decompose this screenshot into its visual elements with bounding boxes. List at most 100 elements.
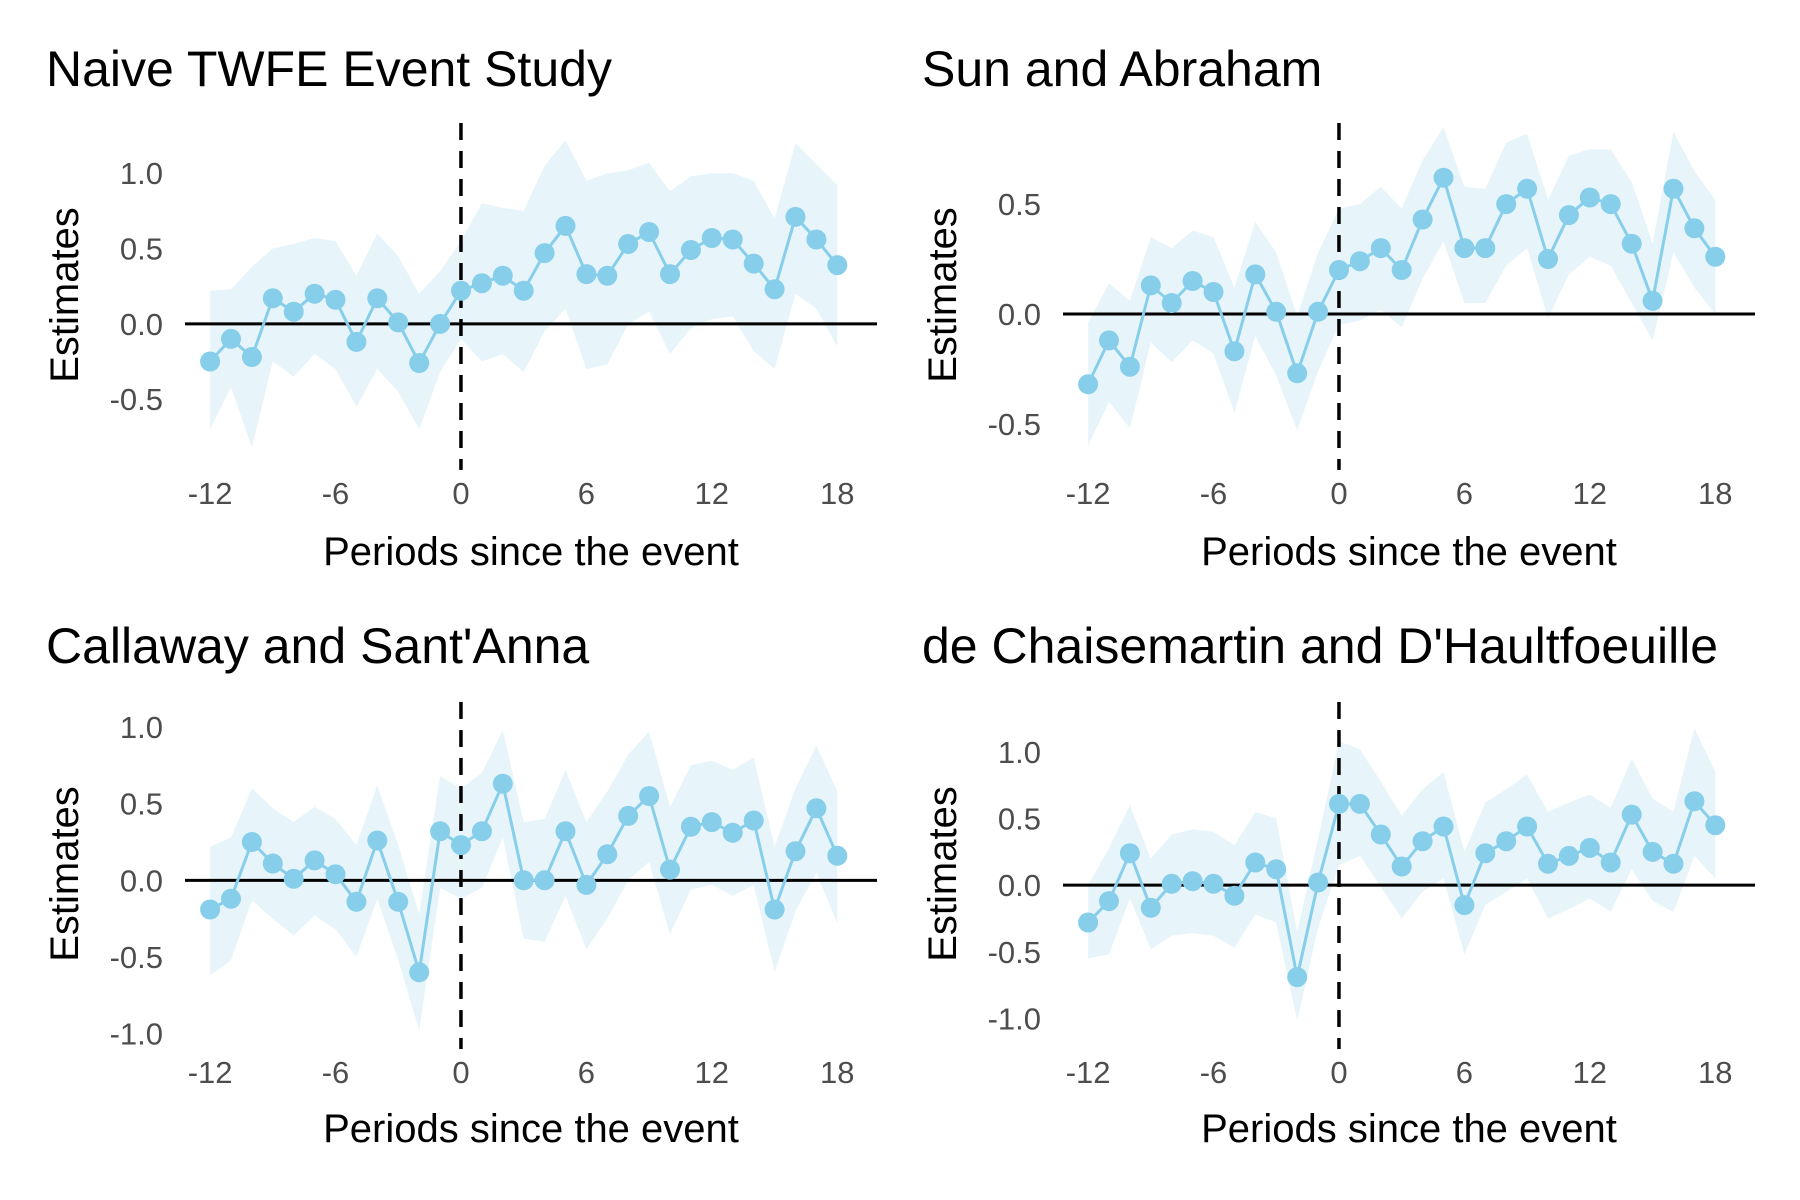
estimate-point	[534, 243, 555, 264]
estimate-point	[1391, 856, 1412, 877]
x-tick-label: 18	[820, 476, 854, 511]
x-tick-label: -12	[188, 1055, 233, 1090]
estimate-point	[513, 280, 534, 301]
estimate-point	[680, 240, 701, 260]
y-tick-label: 1.0	[120, 710, 163, 745]
plot-area: -12 -6 0 6 12 18 -1.0 -0.5 0.0 0.5 1.0	[110, 702, 877, 1090]
estimate-point	[1161, 293, 1182, 313]
estimate-point	[388, 891, 409, 912]
y-tick-label: 0.5	[120, 232, 163, 267]
estimate-point	[513, 870, 534, 891]
estimate-point	[200, 351, 221, 372]
estimate-point	[1119, 356, 1140, 377]
estimate-point	[1224, 341, 1245, 362]
estimate-point	[1663, 853, 1684, 874]
estimate-point	[1412, 209, 1433, 230]
y-axis-title: Estimates	[921, 207, 965, 383]
y-tick-label: 0.5	[998, 802, 1041, 837]
x-tick-label: 6	[578, 476, 595, 511]
estimate-point	[597, 844, 618, 865]
estimate-point	[409, 962, 430, 983]
estimate-point	[1161, 873, 1182, 894]
y-tick-label: 0.0	[120, 307, 163, 342]
estimate-point	[262, 288, 283, 309]
x-tick-label: 6	[1456, 1055, 1473, 1090]
estimate-point	[1579, 837, 1600, 858]
estimate-point	[660, 264, 680, 285]
y-tick-label: 1.0	[998, 735, 1041, 770]
estimate-point	[1349, 793, 1370, 814]
y-tick-label: -1.0	[110, 1017, 163, 1052]
y-axis-title: Estimates	[43, 786, 87, 962]
x-tick-label: 12	[695, 1055, 729, 1090]
estimate-point	[262, 853, 283, 874]
estimate-point	[200, 899, 221, 920]
estimate-point	[492, 265, 513, 286]
estimate-point	[1245, 264, 1266, 285]
x-tick-label: -6	[1200, 1055, 1228, 1090]
x-tick-label: 12	[695, 476, 729, 511]
panel-dechaisemartin-dhaultfoeuille: de Chaisemartin and D'Haultfoeuille -12-…	[921, 618, 1755, 1151]
estimate-point	[1287, 967, 1308, 988]
x-axis-title: Periods since the event	[1201, 530, 1617, 574]
estimate-point	[367, 830, 388, 851]
x-tick-label: -12	[188, 476, 233, 511]
estimate-point	[1099, 330, 1119, 351]
estimate-point	[701, 228, 722, 248]
x-axis-title: Periods since the event	[323, 1107, 739, 1151]
estimate-point	[1203, 282, 1224, 302]
x-tick-label: 6	[1456, 476, 1473, 511]
x-tick-label: 18	[820, 1055, 854, 1090]
estimate-point	[1329, 260, 1349, 280]
estimate-point	[325, 289, 346, 310]
estimate-point	[451, 280, 471, 301]
estimate-point	[346, 891, 367, 912]
estimate-point	[1663, 178, 1684, 199]
y-tick-label: 1.0	[120, 156, 163, 191]
y-tick-label: 0.5	[998, 187, 1041, 222]
x-tick-label: 12	[1573, 476, 1607, 511]
y-tick-label: -0.5	[988, 935, 1041, 970]
y-axis-title: Estimates	[921, 786, 965, 962]
estimate-point	[597, 265, 618, 286]
estimate-point	[827, 845, 848, 866]
estimate-point	[221, 328, 241, 349]
estimate-point	[283, 301, 304, 322]
panel-title: Callaway and Sant'Anna	[46, 618, 589, 674]
estimate-point	[1140, 275, 1161, 296]
x-tick-label: -6	[322, 1055, 350, 1090]
x-tick-label: -6	[1200, 476, 1228, 511]
x-tick-label: -6	[322, 476, 350, 511]
x-tick-label: 0	[452, 1055, 469, 1090]
estimate-point	[534, 870, 555, 891]
estimate-point	[722, 822, 743, 843]
panel-callaway-santanna: Callaway and Sant'Anna -12 -6 0 6 12 18 -1.0 -0…	[43, 618, 877, 1151]
estimate-point	[1412, 831, 1433, 852]
estimate-point	[618, 234, 639, 254]
estimate-point	[1182, 871, 1203, 892]
panel-naive-twfe: Naive TWFE Event Study -12 -6 0 6 12 18 -0.5 0.…	[43, 41, 877, 574]
estimate-point	[1099, 891, 1119, 912]
x-tick-label: -12	[1066, 1055, 1111, 1090]
estimate-point	[1454, 895, 1475, 916]
panel-sun-abraham: Sun and Abraham -12 -6 0 6 12 18 -0.5 0.0 0.5 Pe…	[921, 41, 1755, 574]
estimate-point	[1224, 885, 1245, 906]
estimate-point	[409, 353, 430, 373]
y-tick-label: 0.0	[998, 297, 1041, 332]
estimate-point	[555, 215, 576, 236]
estimate-point	[618, 805, 639, 826]
panel-title: Sun and Abraham	[922, 41, 1322, 97]
x-tick-label: 12	[1573, 1055, 1607, 1090]
estimate-point	[346, 331, 367, 352]
estimate-point	[283, 868, 304, 889]
estimate-point	[785, 206, 806, 227]
x-tick-label: 0	[452, 476, 469, 511]
estimate-point	[1705, 815, 1726, 836]
estimate-point	[1621, 233, 1642, 254]
estimate-point	[1119, 843, 1140, 864]
x-tick-label: -12	[1066, 476, 1111, 511]
x-tick-label: 18	[1698, 1055, 1732, 1090]
estimate-point	[325, 864, 346, 885]
estimate-point	[1558, 205, 1579, 226]
